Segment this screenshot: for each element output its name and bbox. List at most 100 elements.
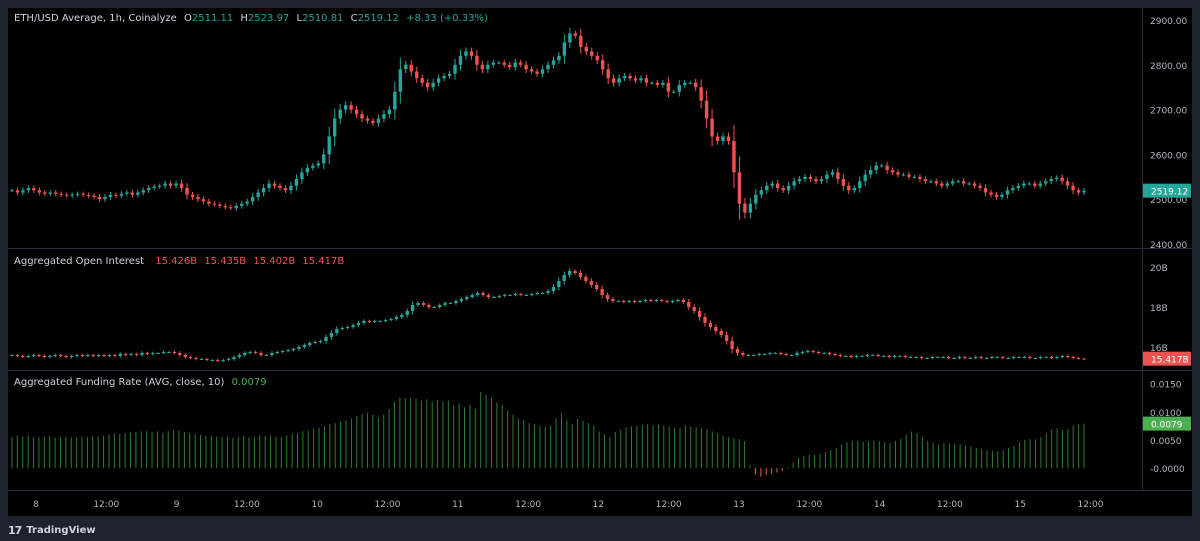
price-candle [278, 185, 282, 188]
price-tick-label: 2900.00 [1150, 17, 1187, 27]
price-candle [223, 205, 228, 208]
oi-candle [383, 320, 388, 321]
oi-candle [492, 297, 496, 298]
oi-legend-open: 15.426B [155, 256, 198, 267]
price-candle [508, 64, 512, 68]
oi-candle [795, 353, 799, 355]
price-candle [874, 165, 878, 171]
price-candle [518, 62, 523, 65]
oi-candle [703, 317, 707, 323]
price-candle [737, 172, 742, 204]
price-candle [289, 185, 293, 191]
price-candle [1044, 181, 1048, 184]
oi-candle [827, 353, 832, 354]
oi-candle [367, 321, 372, 322]
price-candle [562, 42, 567, 56]
price-candle [15, 190, 20, 193]
price-candle [858, 181, 862, 188]
oi-candle [31, 355, 36, 356]
oi-candle [221, 360, 225, 361]
oi-candle [627, 301, 631, 302]
funding-last-value-label: 0.0079 [1151, 421, 1183, 431]
oi-candle [356, 323, 361, 325]
price-candle [502, 62, 506, 65]
price-last-value-badge [1143, 183, 1191, 198]
price-candle [951, 181, 955, 184]
price-candle [781, 188, 785, 191]
tradingview-brand[interactable]: 17 TradingView [8, 524, 96, 537]
oi-candle [811, 351, 815, 352]
price-candle [54, 192, 58, 194]
close-label: C [350, 13, 358, 24]
oi-candle [86, 355, 90, 356]
oi-candle [665, 301, 669, 302]
price-candle [420, 78, 424, 83]
price-candle [677, 84, 681, 92]
oi-candle [660, 300, 664, 301]
price-candle [152, 186, 156, 188]
price-candle [190, 194, 195, 197]
price-candle [431, 82, 435, 88]
price-candle [639, 78, 643, 81]
oi-candle [448, 303, 453, 304]
price-legend-high: H2523.97 [240, 13, 289, 24]
price-candle [37, 190, 42, 193]
funding-rate-pane[interactable] [11, 392, 1085, 477]
oi-candle [784, 354, 788, 355]
price-legend-change: +8.33 (+0.33%) [406, 13, 488, 24]
oi-candle [968, 358, 972, 359]
oi-candle [21, 356, 25, 357]
price-candle [245, 201, 249, 204]
time-axis[interactable]: 8 12:00 9 12:00 10 12:00 11 12:00 12 12:00 13 12:00… [33, 500, 1104, 510]
price-candle [75, 193, 80, 195]
price-candle [371, 120, 375, 124]
oi-candle [708, 323, 713, 327]
open-interest-pane[interactable] [10, 268, 1086, 363]
price-candle [376, 118, 381, 124]
oi-candle [281, 351, 285, 352]
oi-candle [898, 356, 902, 357]
price-candle [628, 76, 632, 79]
time-tick-label: 12:00 [515, 500, 541, 510]
price-candle [332, 118, 337, 137]
price-candle [726, 136, 731, 141]
price-candle [590, 51, 594, 56]
oi-candle [724, 335, 729, 341]
oi-candle [979, 357, 983, 358]
price-candle [1016, 185, 1021, 188]
price-candle [486, 64, 490, 70]
oi-tick-label: 20B [1150, 264, 1168, 274]
oi-candle [1071, 357, 1075, 358]
oi-candle [768, 353, 772, 354]
price-candle [672, 91, 676, 93]
price-candle [584, 46, 588, 52]
price-candle [847, 185, 851, 191]
oi-candle [676, 300, 680, 301]
price-candle [349, 105, 353, 110]
oi-candle [584, 277, 588, 281]
price-candle [748, 203, 753, 213]
price-candle [300, 172, 304, 180]
oi-candle [1060, 356, 1065, 357]
funding-last-value-badge [1143, 416, 1191, 431]
price-pane[interactable] [10, 27, 1086, 220]
price-axes[interactable]: 2400.00 2500.00 2600.00 2700.00 2800.00 2900.… [1143, 17, 1191, 475]
price-candle [207, 201, 211, 204]
price-candle [819, 179, 824, 182]
price-candle [26, 188, 31, 191]
oi-candle [1082, 358, 1086, 360]
oi-candle [687, 302, 691, 307]
price-candle [551, 60, 556, 65]
oi-candle [454, 301, 458, 303]
oi-candle [530, 294, 534, 295]
price-candle [1005, 190, 1010, 195]
oi-candle [161, 352, 166, 353]
time-tick-label: 12:00 [937, 500, 963, 510]
price-candle [86, 194, 91, 196]
price-tick-label: 2700.00 [1150, 107, 1187, 117]
price-candle [387, 109, 392, 115]
oi-candle [96, 355, 101, 356]
high-label: H [240, 13, 248, 24]
oi-candle [427, 305, 431, 307]
price-candle [557, 55, 561, 61]
